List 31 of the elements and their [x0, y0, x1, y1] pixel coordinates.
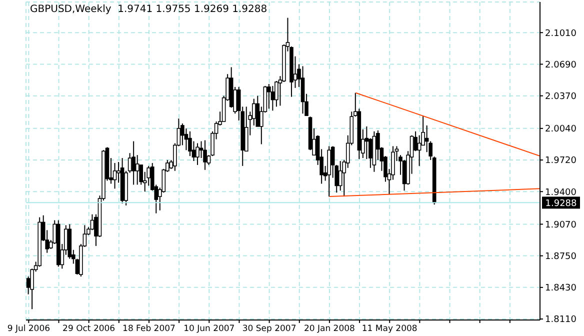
candlestick — [203, 140, 207, 170]
y-tick-label: 1.9720 — [545, 156, 577, 166]
candlestick — [417, 134, 422, 166]
x-tick-label: 29 Oct 2006 — [62, 324, 116, 334]
candlestick — [180, 122, 184, 146]
candlestick — [132, 140, 136, 186]
x-tick-label: 20 Jan 2008 — [304, 324, 355, 334]
candlestick — [112, 162, 117, 190]
ref-line-label: 1.9288 — [545, 199, 578, 210]
candlestick — [300, 66, 305, 114]
x-tick-label: 18 Feb 2007 — [122, 324, 176, 334]
candlestick — [135, 154, 140, 186]
x-tick-label: 11 May 2008 — [362, 324, 418, 334]
candlestick — [267, 83, 271, 110]
y-tick-label: 1.8750 — [545, 252, 577, 262]
x-tick-label: 30 Sep 2007 — [242, 324, 296, 334]
y-tick-label: 2.0040 — [545, 124, 577, 135]
y-tick-label: 1.8430 — [545, 284, 577, 294]
candlestick — [338, 160, 342, 192]
y-tick-label: 2.0690 — [545, 60, 577, 70]
candlestick — [270, 85, 275, 112]
candlestick — [188, 130, 192, 157]
y-tick-label: 1.9070 — [545, 220, 577, 230]
y-tick-label: 1.9400 — [545, 188, 577, 198]
chart-title: GBPUSD,Weekly 1.9741 1.9755 1.9269 1.9288 — [30, 4, 268, 15]
candlestick — [196, 142, 200, 166]
y-tick-label: 2.1010 — [545, 28, 577, 39]
x-tick-label: 9 Jul 2006 — [7, 324, 50, 334]
y-tick-label: 1.8110 — [545, 315, 577, 326]
x-tick-label: 10 Jun 2007 — [184, 324, 235, 334]
y-tick-label: 2.0370 — [545, 92, 577, 102]
